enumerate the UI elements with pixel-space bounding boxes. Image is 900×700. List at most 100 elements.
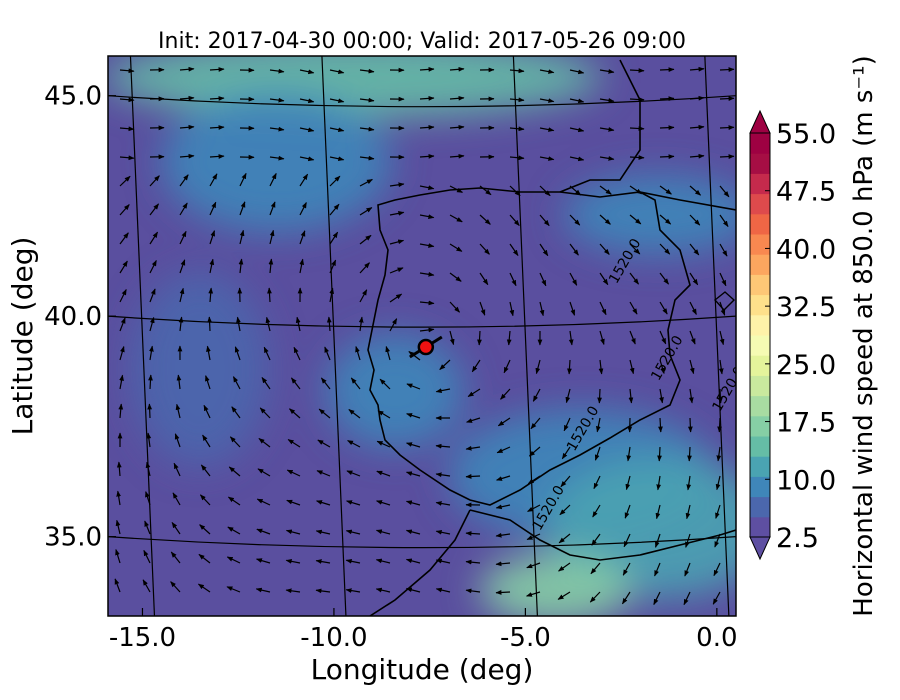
wind-vector xyxy=(557,591,571,600)
wind-vector xyxy=(299,230,306,245)
wind-vector xyxy=(119,68,135,74)
wind-vector xyxy=(226,586,241,593)
wind-vector xyxy=(558,562,571,572)
wind-vector xyxy=(172,492,181,506)
wind-vector xyxy=(535,359,541,375)
wind-vector xyxy=(199,524,211,535)
wind-vector xyxy=(569,272,578,286)
wind-vector xyxy=(345,529,361,535)
wind-vector xyxy=(329,231,339,245)
wind-vector xyxy=(689,243,700,256)
wind-vector xyxy=(599,69,615,74)
wind-vector xyxy=(569,214,581,226)
wind-vector xyxy=(629,126,645,131)
wind-vector xyxy=(389,293,403,303)
wind-vector xyxy=(435,558,451,564)
wind-vector xyxy=(329,175,341,187)
wind-vector xyxy=(716,446,722,462)
wind-vector xyxy=(345,558,361,564)
wind-vector xyxy=(379,378,391,390)
colorbar-tick-label: 2.5 xyxy=(776,523,819,554)
wind-vector xyxy=(449,243,463,252)
wind-vector xyxy=(359,126,375,132)
wind-vector xyxy=(509,126,525,132)
wind-vector xyxy=(561,446,571,460)
wind-vector xyxy=(267,287,272,303)
wind-vector xyxy=(435,501,451,506)
wind-vector xyxy=(598,359,604,375)
wind-vector xyxy=(209,258,215,274)
wind-vector xyxy=(148,374,153,390)
wind-vector xyxy=(449,272,462,282)
wind-vector xyxy=(689,272,699,286)
wind-vector xyxy=(269,97,285,103)
wind-vector xyxy=(419,327,435,333)
wind-vector xyxy=(405,471,421,477)
wind-vector xyxy=(149,203,160,216)
wind-vector xyxy=(479,243,490,255)
meridian-line xyxy=(129,56,156,616)
wind-vector xyxy=(659,388,664,404)
colorbar-segment xyxy=(750,456,770,477)
wind-vector xyxy=(405,529,421,535)
wind-vector xyxy=(465,588,481,594)
x-axis-label: Longitude (deg) xyxy=(311,653,534,686)
wind-vector xyxy=(599,98,615,103)
wind-vector xyxy=(689,301,697,315)
wind-vector xyxy=(329,98,345,104)
wind-vector xyxy=(495,532,511,538)
wind-vector xyxy=(229,436,241,448)
wind-vector xyxy=(717,388,723,404)
wind-vector xyxy=(589,591,601,603)
wind-vector xyxy=(170,551,181,564)
wind-vector xyxy=(173,462,181,477)
wind-vector xyxy=(719,185,730,198)
wind-vector xyxy=(435,443,451,449)
wind-vector xyxy=(558,533,571,544)
wind-vector xyxy=(449,185,463,193)
wind-vector xyxy=(234,346,241,361)
colorbar-tick-label: 40.0 xyxy=(776,234,836,265)
wind-vector xyxy=(146,432,152,448)
wind-vector xyxy=(176,374,182,390)
wind-vector xyxy=(316,500,331,506)
wind-vector xyxy=(687,446,692,462)
wind-vector xyxy=(688,388,694,404)
wind-vector xyxy=(209,154,225,159)
wind-vector xyxy=(497,417,511,427)
wind-vector xyxy=(689,185,702,196)
colorbar-segment xyxy=(750,516,770,538)
wind-vector xyxy=(359,155,375,161)
wind-vector xyxy=(683,591,691,606)
wind-vector xyxy=(377,410,391,419)
wind-vector xyxy=(259,407,271,419)
wind-vector xyxy=(539,243,549,257)
wind-vector xyxy=(465,474,481,479)
wind-vector xyxy=(599,272,609,286)
wind-vector xyxy=(238,258,244,274)
wind-vector xyxy=(629,243,641,255)
y-axis-ticks: 35.0 40.0 45.0 xyxy=(44,82,116,553)
colorbar-segment xyxy=(750,153,770,174)
wind-vector xyxy=(116,461,122,477)
wind-vector xyxy=(479,301,486,316)
wind-vector xyxy=(375,558,391,564)
wind-vector xyxy=(299,173,309,187)
colorbar-segment xyxy=(750,274,770,296)
wind-vector xyxy=(563,417,571,432)
wind-vector xyxy=(567,359,572,375)
wind-vector xyxy=(527,504,541,513)
wind-vector xyxy=(119,317,126,332)
wind-vector xyxy=(539,272,547,287)
wind-vector xyxy=(719,272,727,287)
wind-vector xyxy=(119,288,127,303)
wind-vector xyxy=(206,345,211,361)
wind-vector xyxy=(299,127,315,133)
wind-vector xyxy=(269,126,285,132)
wind-vector xyxy=(591,533,601,546)
y-tick-label: 40.0 xyxy=(44,302,102,332)
wind-vector xyxy=(258,437,271,448)
map-title: Init: 2017-04-30 00:00; Valid: 2017-05-2… xyxy=(158,29,686,54)
